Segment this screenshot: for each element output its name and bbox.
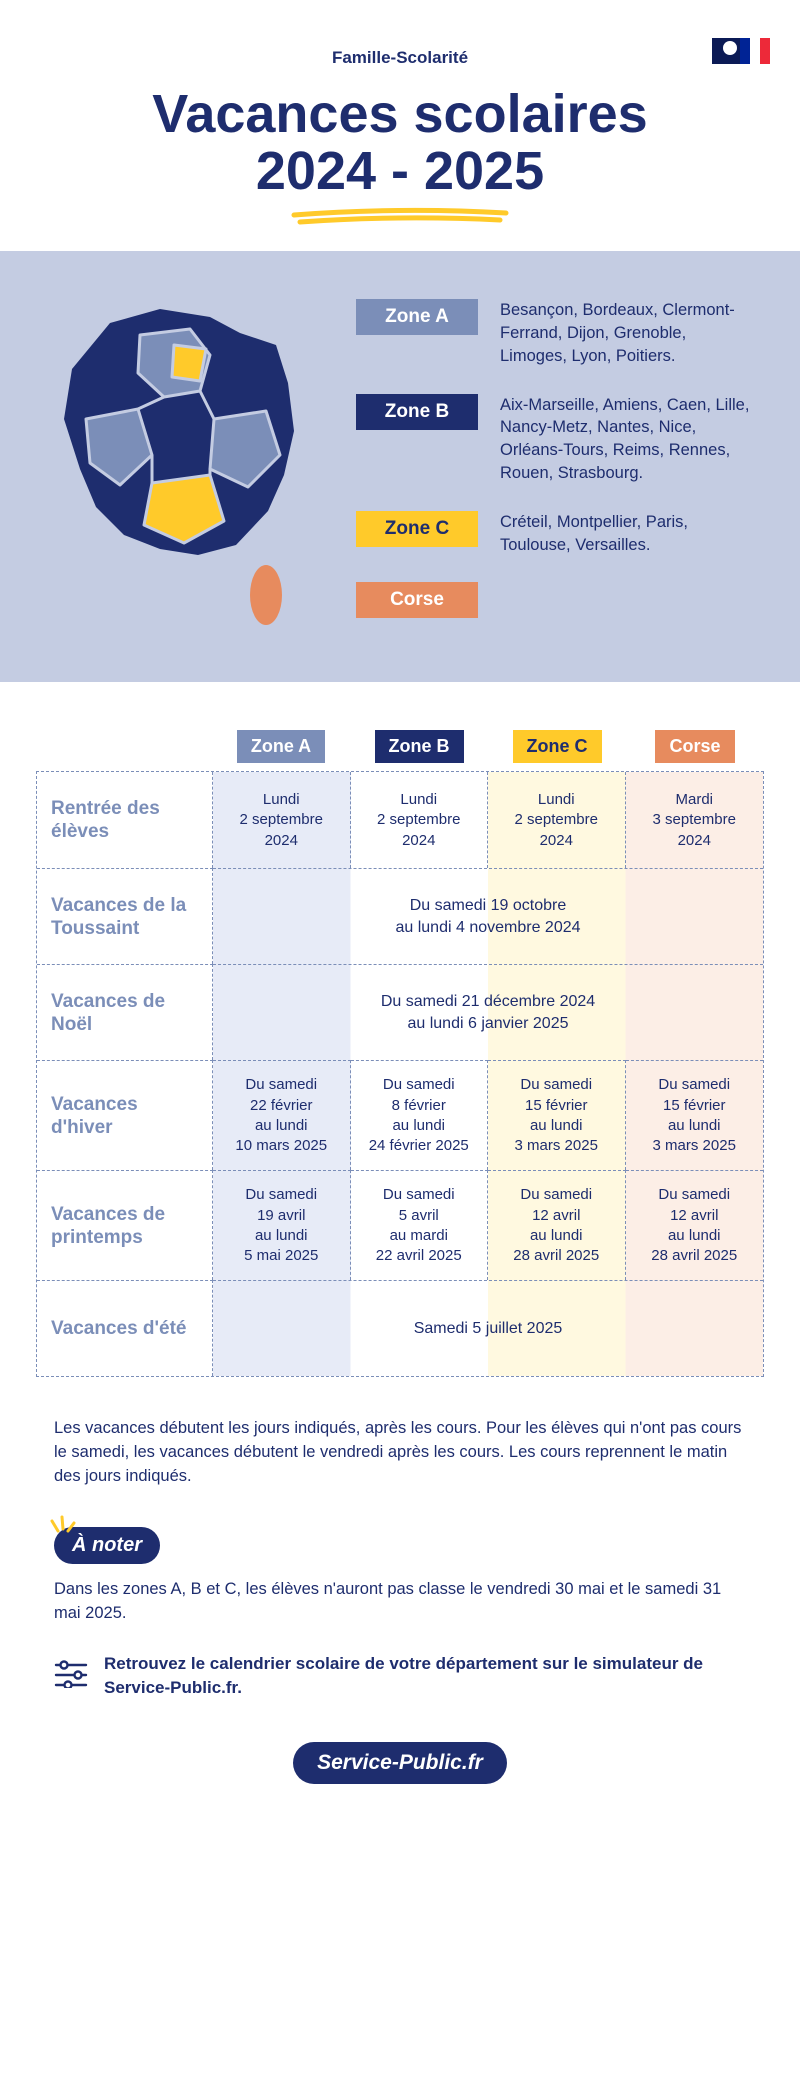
cta-text: Retrouvez le calendrier scolaire de votr…: [104, 1652, 746, 1700]
merged-cell: Du samedi 21 décembre 2024au lundi 6 jan…: [213, 964, 763, 1060]
title-line-1: Vacances scolaires: [152, 84, 647, 144]
footer: Service-Public.fr: [0, 1700, 800, 1834]
table-cell: Mardi3 septembre2024: [626, 772, 764, 868]
a-noter-section: À noter: [0, 1499, 800, 1564]
sliders-icon: [54, 1658, 88, 1693]
merged-cell: Samedi 5 juillet 2025: [213, 1280, 763, 1376]
legend-row-corse: Corse: [356, 582, 752, 618]
col-header-zone-a: Zone A: [237, 730, 325, 763]
col-header-zone-c: Zone C: [513, 730, 602, 763]
header: Famille-Scolarité Vacances scolaires 202…: [0, 0, 800, 251]
cta-row: Retrouvez le calendrier scolaire de votr…: [0, 1626, 800, 1700]
merged-cell: Du samedi 19 octobreau lundi 4 novembre …: [213, 868, 763, 964]
table-cell: Du samedi8 févrierau lundi24 février 202…: [351, 1060, 489, 1170]
table-cell: Du samedi12 avrilau lundi28 avril 2025: [626, 1170, 764, 1280]
table-cell: Lundi2 septembre2024: [488, 772, 626, 868]
france-map-icon: [40, 299, 320, 634]
table-cell: Lundi2 septembre2024: [351, 772, 489, 868]
row-label: Vacances de printemps: [37, 1170, 213, 1280]
table-cell: Du samedi5 avrilau mardi22 avril 2025: [351, 1170, 489, 1280]
legend-row-zone-b: Zone B Aix-Marseille, Amiens, Caen, Lill…: [356, 394, 752, 485]
col-header-corse: Corse: [655, 730, 734, 763]
footnote-1: Les vacances débutent les jours indiqués…: [0, 1391, 800, 1499]
col-header-zone-b: Zone B: [375, 730, 464, 763]
page-title: Vacances scolaires 2024 - 2025: [40, 86, 760, 199]
table-body: Rentrée des élèvesLundi2 septembre2024Lu…: [36, 771, 764, 1377]
zone-a-badge: Zone A: [356, 299, 478, 335]
gov-logo: [712, 38, 770, 64]
table-cell: Lundi2 septembre2024: [213, 772, 351, 868]
eyebrow: Famille-Scolarité: [40, 48, 760, 68]
table-cell: Du samedi19 avrilau lundi5 mai 2025: [213, 1170, 351, 1280]
zone-b-desc: Aix-Marseille, Amiens, Caen, Lille, Nanc…: [500, 394, 752, 485]
calendar-table: Zone A Zone B Zone C Corse Rentrée des é…: [0, 682, 800, 1391]
legend-row-zone-a: Zone A Besançon, Bordeaux, Clermont-Ferr…: [356, 299, 752, 367]
zone-a-desc: Besançon, Bordeaux, Clermont-Ferrand, Di…: [500, 299, 752, 367]
row-label: Vacances de Noël: [37, 964, 213, 1060]
zone-legend: Zone A Besançon, Bordeaux, Clermont-Ferr…: [356, 299, 752, 618]
underline-accent-icon: [290, 205, 510, 227]
french-flag-icon: [740, 38, 770, 64]
table-cell: Du samedi15 févrierau lundi3 mars 2025: [488, 1060, 626, 1170]
spark-icon: [44, 1515, 78, 1549]
table-cell: Du samedi22 févrierau lundi10 mars 2025: [213, 1060, 351, 1170]
table-cell: Du samedi12 avrilau lundi28 avril 2025: [488, 1170, 626, 1280]
table-header: Zone A Zone B Zone C Corse: [36, 730, 764, 771]
row-label: Vacances de la Toussaint: [37, 868, 213, 964]
zone-c-badge: Zone C: [356, 511, 478, 547]
brand-badge: Service-Public.fr: [293, 1742, 507, 1784]
footnote-2: Dans les zones A, B et C, les élèves n'a…: [0, 1564, 800, 1626]
row-label: Vacances d'été: [37, 1280, 213, 1376]
map-panel: Zone A Besançon, Bordeaux, Clermont-Ferr…: [0, 251, 800, 682]
zone-b-badge: Zone B: [356, 394, 478, 430]
corse-badge: Corse: [356, 582, 478, 618]
table-cell: Du samedi15 févrierau lundi3 mars 2025: [626, 1060, 764, 1170]
marianne-icon: [712, 38, 740, 64]
title-line-2: 2024 - 2025: [256, 141, 544, 201]
legend-row-zone-c: Zone C Créteil, Montpellier, Paris, Toul…: [356, 511, 752, 557]
row-label: Rentrée des élèves: [37, 772, 213, 868]
row-label: Vacances d'hiver: [37, 1060, 213, 1170]
zone-c-desc: Créteil, Montpellier, Paris, Toulouse, V…: [500, 511, 752, 557]
